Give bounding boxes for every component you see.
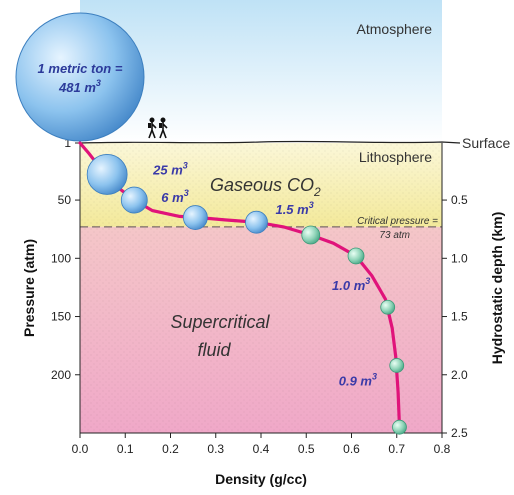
y-tick-label: 150 — [51, 310, 71, 324]
volume-bubble — [87, 154, 127, 194]
x-tick-label: 0.5 — [298, 442, 315, 456]
volume-bubble — [390, 358, 404, 372]
x-tick-label: 0.6 — [343, 442, 360, 456]
y2-tick-label: 2.0 — [451, 368, 468, 382]
atmosphere-label: Atmosphere — [357, 21, 433, 37]
x-tick-label: 0.7 — [388, 442, 405, 456]
x-tick-label: 0.1 — [117, 442, 134, 456]
critical-pressure-value: 73 atm — [379, 230, 410, 241]
volume-bubble — [348, 248, 364, 264]
y2-tick-label: 2.5 — [451, 426, 468, 440]
one-ton-bubble — [16, 13, 144, 141]
fluid-label: fluid — [197, 340, 231, 360]
y-tick-label: 50 — [58, 193, 72, 207]
one-ton-volume-label: 481 m3 — [58, 78, 101, 95]
x-tick-label: 0.3 — [207, 442, 224, 456]
x-axis-title: Density (g/cc) — [215, 471, 307, 487]
y-tick-label: 100 — [51, 251, 71, 265]
volume-label: 1.5 m3 — [275, 200, 313, 217]
volume-label: 0.9 m3 — [339, 371, 377, 388]
critical-pressure-label: Critical pressure = — [357, 216, 438, 227]
y2-tick-label: 1.0 — [451, 251, 468, 265]
volume-bubble — [121, 187, 147, 213]
volume-label: 1.0 m3 — [332, 276, 370, 293]
volume-bubble — [392, 420, 406, 434]
x-tick-label: 0.2 — [162, 442, 179, 456]
supercritical-label: Supercritical — [170, 312, 270, 332]
y-tick-label: 200 — [51, 368, 71, 382]
volume-bubble — [245, 211, 267, 233]
y2-tick-label: 0.5 — [451, 193, 468, 207]
volume-bubble — [381, 300, 395, 314]
volume-bubble — [183, 206, 207, 230]
volume-bubble — [302, 226, 320, 244]
one-ton-label: 1 metric ton = — [38, 61, 123, 76]
y-axis-title: Pressure (atm) — [21, 239, 37, 337]
surface-label: Surface — [462, 135, 510, 151]
x-tick-label: 0.8 — [434, 442, 451, 456]
y2-axis-title: Hydrostatic depth (km) — [489, 212, 505, 364]
x-tick-label: 0.0 — [72, 442, 89, 456]
x-tick-label: 0.4 — [253, 442, 270, 456]
y2-tick-label: 1.5 — [451, 310, 468, 324]
lithosphere-label: Lithosphere — [359, 149, 432, 165]
volume-label: 25 m3 — [152, 160, 188, 177]
